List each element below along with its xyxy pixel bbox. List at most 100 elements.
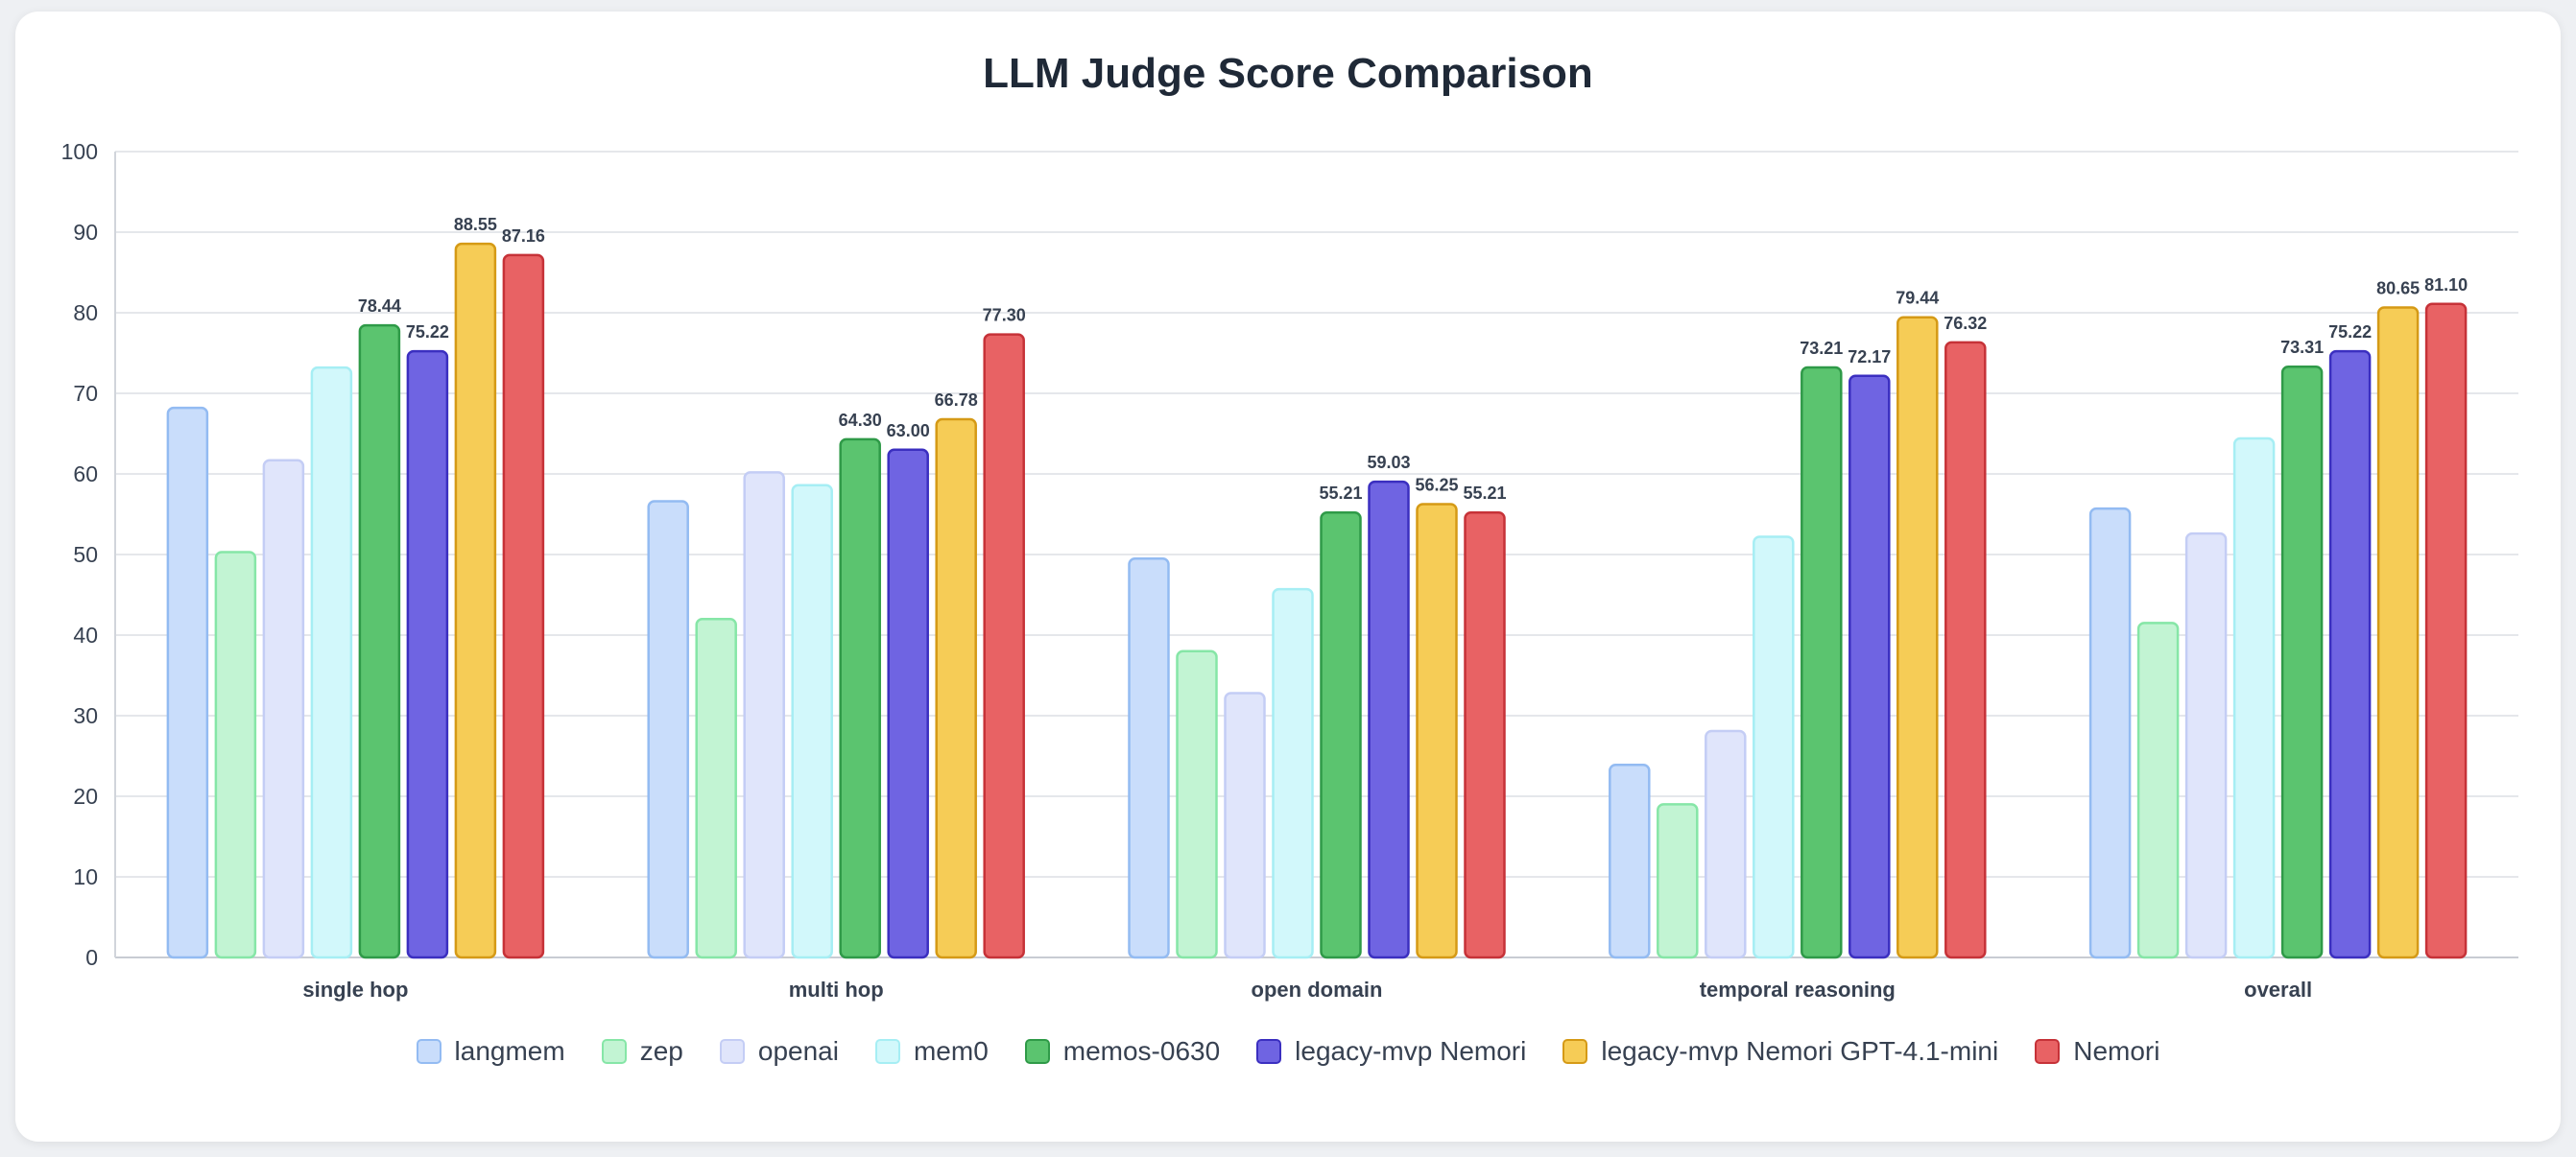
data-label: 80.65 xyxy=(2376,279,2420,298)
legend-item[interactable]: langmem xyxy=(416,1036,565,1067)
bar xyxy=(1176,649,1218,959)
data-label: 79.44 xyxy=(1896,289,1939,308)
bar xyxy=(406,349,449,959)
legend-item[interactable]: openai xyxy=(719,1036,839,1067)
legend-label: legacy-mvp Nemori GPT-4.1-mini xyxy=(1601,1036,1999,1066)
bar xyxy=(1753,535,1795,959)
data-label: 55.21 xyxy=(1319,484,1362,503)
bar xyxy=(454,242,497,959)
bar xyxy=(791,484,833,959)
bar xyxy=(983,333,1025,959)
bar xyxy=(502,253,545,959)
y-tick-label: 70 xyxy=(73,381,98,406)
legend-item[interactable]: legacy-mvp Nemori GPT-4.1-mini xyxy=(1562,1036,1998,1067)
y-tick-label: 10 xyxy=(73,864,98,889)
bar xyxy=(647,500,689,959)
bar xyxy=(214,551,257,959)
legend-swatch xyxy=(1024,1039,1050,1064)
data-label: 77.30 xyxy=(983,306,1026,325)
bar xyxy=(1368,480,1410,959)
data-label: 63.00 xyxy=(887,421,930,440)
y-tick-label: 0 xyxy=(85,945,98,970)
bar xyxy=(1849,374,1891,959)
x-tick-label: open domain xyxy=(1252,978,1383,1002)
bar xyxy=(358,323,401,959)
bar xyxy=(2184,531,2228,959)
x-tick-label: temporal reasoning xyxy=(1700,978,1896,1002)
bar xyxy=(1944,341,1987,959)
data-label: 73.31 xyxy=(2280,338,2324,357)
y-tick-label: 30 xyxy=(73,703,98,728)
bar xyxy=(1705,729,1747,959)
chart-legend: langmem zep openai mem0 memos-0630 legacy-mvp… xyxy=(0,1036,2576,1067)
legend-swatch xyxy=(874,1039,900,1064)
bar xyxy=(310,366,353,959)
bar xyxy=(1224,692,1266,959)
legend-item[interactable]: mem0 xyxy=(874,1036,989,1067)
y-tick-label: 60 xyxy=(73,461,98,486)
bar xyxy=(166,406,209,959)
bar xyxy=(1320,510,1362,959)
bar xyxy=(2136,622,2180,959)
data-label: 56.25 xyxy=(1415,476,1458,495)
bar xyxy=(1896,316,1939,959)
legend-swatch xyxy=(416,1039,441,1064)
x-tick-label: multi hop xyxy=(789,978,884,1002)
bar xyxy=(2328,349,2372,959)
legend-label: zep xyxy=(639,1036,683,1066)
data-label: 88.55 xyxy=(454,215,497,234)
legend-swatch xyxy=(1562,1039,1588,1064)
bar xyxy=(695,617,737,959)
bar xyxy=(2376,306,2420,959)
bar xyxy=(2280,365,2324,959)
legend-item[interactable]: legacy-mvp Nemori xyxy=(1256,1036,1526,1067)
data-label: 81.10 xyxy=(2424,275,2468,295)
legend-label: langmem xyxy=(454,1036,565,1066)
legend-label: memos-0630 xyxy=(1062,1036,1221,1066)
y-tick-label: 20 xyxy=(73,784,98,809)
data-label: 75.22 xyxy=(2328,322,2372,342)
y-tick-label: 80 xyxy=(73,300,98,325)
bar xyxy=(1801,366,1843,959)
y-tick-label: 50 xyxy=(73,542,98,567)
bar xyxy=(1609,763,1651,959)
legend-item[interactable]: Nemori xyxy=(2035,1036,2159,1067)
bar xyxy=(839,437,881,959)
data-label: 59.03 xyxy=(1367,453,1410,472)
bar xyxy=(1416,503,1458,959)
bar xyxy=(262,459,305,959)
legend-item[interactable]: memos-0630 xyxy=(1024,1036,1221,1067)
bar xyxy=(1272,587,1314,959)
data-label: 55.21 xyxy=(1463,484,1506,503)
bar xyxy=(935,417,977,959)
bar xyxy=(2232,437,2276,959)
legend-label: mem0 xyxy=(913,1036,989,1066)
legend-swatch xyxy=(2035,1039,2061,1064)
data-label: 87.16 xyxy=(502,226,545,246)
bar xyxy=(2088,507,2132,959)
y-tick-label: 100 xyxy=(61,139,98,164)
legend-label: Nemori xyxy=(2073,1036,2160,1066)
data-label: 76.32 xyxy=(1944,314,1987,333)
bar xyxy=(887,448,929,959)
legend-swatch xyxy=(719,1039,745,1064)
legend-swatch xyxy=(1256,1039,1282,1064)
data-label: 73.21 xyxy=(1800,339,1843,358)
data-label: 64.30 xyxy=(839,411,882,430)
legend-item[interactable]: zep xyxy=(601,1036,683,1067)
x-tick-label: single hop xyxy=(302,978,408,1002)
chart-title: LLM Judge Score Comparison xyxy=(983,50,1593,97)
x-tick-label: overall xyxy=(2244,978,2312,1002)
bar xyxy=(1657,803,1699,959)
bar xyxy=(743,471,785,959)
legend-label: legacy-mvp Nemori xyxy=(1295,1036,1527,1066)
bar xyxy=(1128,556,1170,959)
legend-swatch xyxy=(601,1039,627,1064)
bar xyxy=(2424,302,2468,959)
y-tick-label: 40 xyxy=(73,623,98,648)
bar xyxy=(1464,510,1506,959)
y-tick-label: 90 xyxy=(73,220,98,245)
data-label: 75.22 xyxy=(406,322,449,342)
data-label: 78.44 xyxy=(358,296,401,316)
